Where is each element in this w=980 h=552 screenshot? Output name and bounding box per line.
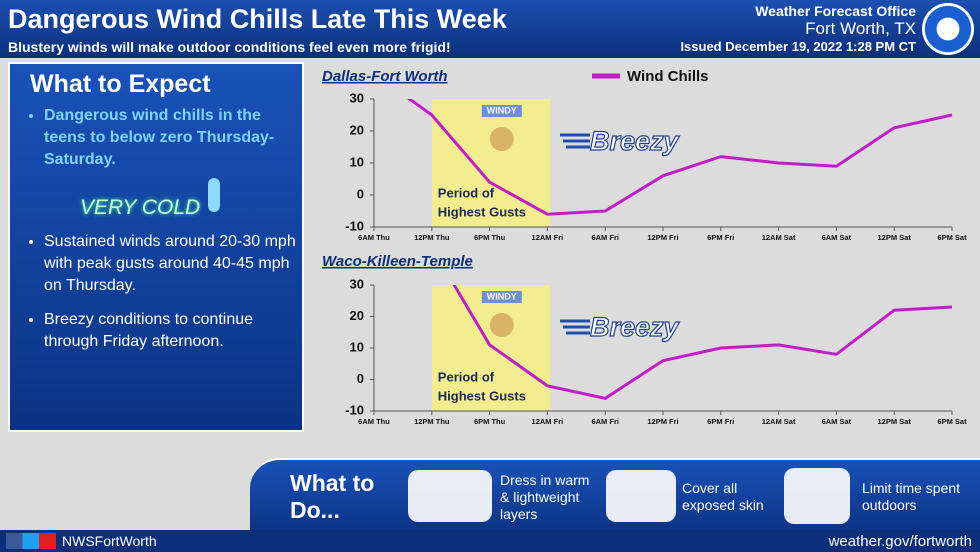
x-tick-label: 6PM Thu	[474, 417, 506, 426]
office: Weather Forecast Office	[755, 3, 916, 19]
title: Dangerous Wind Chills Late This Week	[8, 4, 507, 34]
x-tick-label: 6AM Thu	[358, 417, 390, 426]
series-line	[407, 99, 953, 216]
annotation: Highest Gusts	[438, 388, 526, 403]
office-block: Weather Forecast Office Fort Worth, TX I…	[680, 2, 916, 56]
todo-item: Cover all exposed skin	[682, 480, 764, 513]
chart-title: Waco-Killeen-Temple	[322, 253, 473, 270]
sidebar: What to Expect Dangerous wind chills in …	[8, 62, 304, 432]
annotation: Period of	[438, 185, 495, 200]
windy-label: WINDY	[487, 291, 517, 301]
leaf-icon	[489, 127, 514, 151]
x-tick-label: 6AM Fri	[591, 233, 619, 242]
legend-label: Wind Chills	[627, 68, 709, 85]
x-tick-label: 6PM Sat	[937, 417, 967, 426]
x-tick-label: 12AM Fri	[532, 233, 564, 242]
chart-title: Dallas-Fort Worth	[322, 68, 448, 85]
y-tick-label: 20	[350, 308, 364, 323]
todo-heading: What to Do...	[290, 470, 375, 523]
clothing-icon	[408, 470, 492, 522]
todo-banner: What to Do... Dress in warm & lightweigh…	[250, 458, 980, 532]
y-tick-label: 10	[350, 339, 364, 354]
timer-icon	[784, 468, 850, 524]
y-tick-label: 0	[357, 186, 364, 201]
y-tick-label: 20	[350, 122, 364, 137]
bullets: Dangerous wind chills in the teens to be…	[10, 105, 302, 353]
x-tick-label: 6PM Thu	[474, 233, 506, 242]
handle: NWSFortWorth	[62, 533, 157, 549]
series-line	[452, 285, 953, 400]
x-tick-label: 12AM Sat	[762, 417, 796, 426]
x-tick-label: 12PM Sat	[878, 417, 912, 426]
x-tick-label: 6AM Thu	[358, 233, 390, 242]
x-tick-label: 6AM Sat	[822, 417, 852, 426]
issued: Issued December 19, 2022 1:28 PM CT	[680, 39, 916, 54]
x-tick-label: 12PM Fri	[647, 417, 678, 426]
y-tick-label: 30	[350, 90, 364, 105]
x-tick-label: 6AM Sat	[822, 233, 852, 242]
bullet: Sustained winds around 20-30 mph with pe…	[44, 231, 302, 297]
x-tick-label: 6PM Fri	[707, 417, 734, 426]
location: Fort Worth, TX	[805, 19, 916, 38]
todo-item: Dress in warm & lightweight layers	[500, 472, 590, 522]
url: weather.gov/fortworth	[828, 533, 972, 550]
breezy-label: Breezy	[590, 126, 681, 156]
x-tick-label: 12PM Sat	[878, 233, 912, 242]
y-tick-label: 10	[350, 154, 364, 169]
sidebar-heading: What to Expect	[30, 70, 211, 98]
x-tick-label: 12PM Fri	[647, 233, 678, 242]
y-tick-label: 0	[357, 371, 364, 386]
glove-icon	[606, 470, 676, 522]
social-icons	[6, 533, 56, 549]
header	[0, 0, 980, 58]
x-tick-label: 6AM Fri	[591, 417, 619, 426]
y-tick-label: -10	[345, 402, 364, 417]
badge: VERY COLD	[80, 196, 201, 219]
breezy-label: Breezy	[590, 312, 681, 342]
bullet: Dangerous wind chills in the teens to be…	[44, 105, 302, 171]
x-tick-label: 6PM Fri	[707, 233, 734, 242]
bullet: Breezy conditions to continue through Fr…	[44, 309, 302, 353]
x-tick-label: 12PM Thu	[414, 417, 450, 426]
subtitle: Blustery winds will make outdoor conditi…	[8, 39, 451, 55]
windy-icon	[481, 105, 522, 117]
annotation: Period of	[438, 369, 495, 384]
thermometer-icon	[208, 178, 220, 212]
windy-label: WINDY	[487, 105, 517, 115]
y-tick-label: 30	[350, 276, 364, 291]
todo-item: Limit time spent outdoors	[862, 480, 961, 513]
annotation: Highest Gusts	[438, 204, 526, 219]
x-tick-label: 12AM Fri	[532, 417, 564, 426]
footer: NWSFortWorth weather.gov/fortworth	[0, 530, 980, 552]
x-tick-label: 6PM Sat	[937, 233, 967, 242]
y-tick-label: -10	[345, 218, 364, 233]
gust-period-box	[431, 285, 551, 411]
x-tick-label: 12AM Sat	[762, 233, 796, 242]
leaf-icon	[489, 313, 514, 337]
nws-logo	[922, 3, 974, 55]
windy-icon	[481, 291, 522, 303]
x-tick-label: 12PM Thu	[414, 233, 450, 242]
